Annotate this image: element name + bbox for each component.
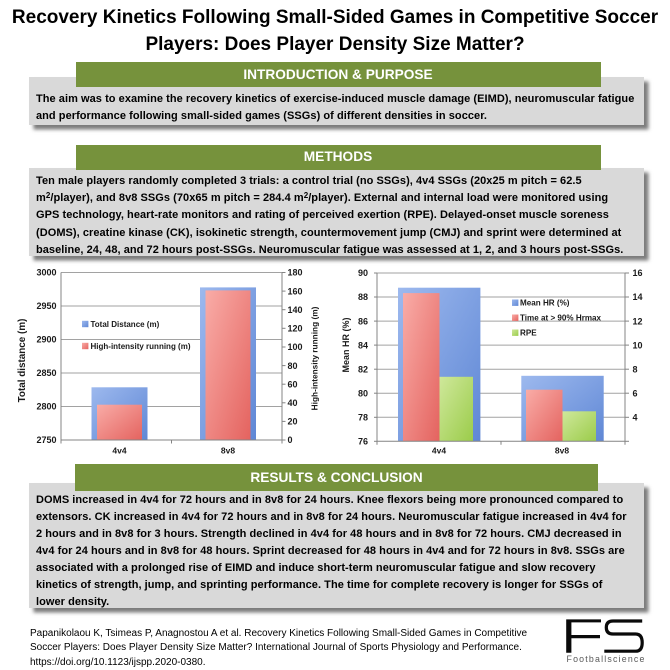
svg-text:High-intensity running (m): High-intensity running (m) — [91, 342, 191, 351]
svg-text:84: 84 — [358, 340, 368, 350]
svg-text:12: 12 — [633, 316, 643, 326]
svg-text:16: 16 — [633, 268, 643, 278]
svg-text:160: 160 — [288, 286, 303, 296]
svg-text:76: 76 — [358, 437, 368, 447]
svg-text:86: 86 — [358, 316, 368, 326]
svg-text:RPE: RPE — [520, 329, 537, 338]
svg-text:88: 88 — [358, 292, 368, 302]
svg-text:4v4: 4v4 — [432, 446, 446, 456]
svg-text:20: 20 — [288, 417, 298, 427]
svg-text:2950: 2950 — [36, 301, 56, 311]
svg-text:8v8: 8v8 — [221, 446, 235, 456]
svg-text:2800: 2800 — [36, 402, 56, 412]
svg-text:2900: 2900 — [36, 335, 56, 345]
svg-text:High-intensity running (m): High-intensity running (m) — [310, 306, 320, 410]
svg-text:10: 10 — [633, 340, 643, 350]
svg-text:80: 80 — [358, 388, 368, 398]
svg-text:180: 180 — [288, 268, 303, 278]
svg-text:Mean HR (%): Mean HR (%) — [520, 299, 570, 308]
svg-text:4v4: 4v4 — [112, 446, 126, 456]
svg-text:Time at > 90% Hrmax: Time at > 90% Hrmax — [520, 314, 602, 323]
svg-text:100: 100 — [288, 342, 303, 352]
svg-text:120: 120 — [288, 324, 303, 334]
svg-text:8v8: 8v8 — [555, 446, 569, 456]
svg-text:Total Distance (m): Total Distance (m) — [91, 320, 160, 329]
svg-text:Footballscience: Footballscience — [567, 654, 646, 664]
svg-text:82: 82 — [358, 364, 368, 374]
svg-text:6: 6 — [633, 388, 638, 398]
svg-text:4: 4 — [633, 413, 638, 423]
svg-text:14: 14 — [633, 292, 643, 302]
svg-text:Mean HR (%): Mean HR (%) — [341, 317, 351, 372]
svg-text:140: 140 — [288, 305, 303, 315]
svg-text:2750: 2750 — [36, 435, 56, 445]
svg-text:3000: 3000 — [36, 268, 56, 278]
svg-text:80: 80 — [288, 361, 298, 371]
svg-text:Total distance (m): Total distance (m) — [17, 319, 28, 403]
svg-text:2850: 2850 — [36, 368, 56, 378]
svg-text:78: 78 — [358, 413, 368, 423]
svg-text:8: 8 — [633, 364, 638, 374]
svg-text:90: 90 — [358, 268, 368, 278]
svg-text:0: 0 — [288, 435, 293, 445]
svg-text:40: 40 — [288, 398, 298, 408]
svg-text:60: 60 — [288, 379, 298, 389]
